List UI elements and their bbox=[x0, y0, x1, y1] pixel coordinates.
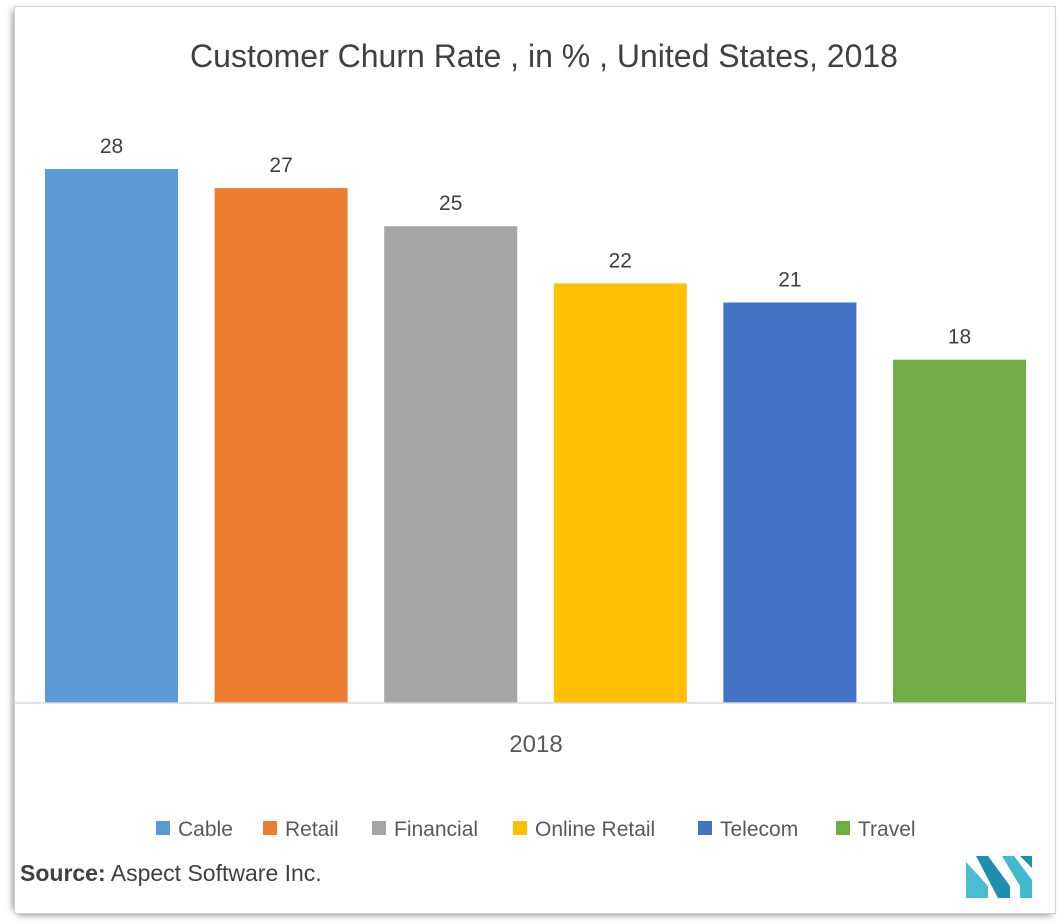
legend-label: Travel bbox=[858, 818, 916, 841]
legend-swatch bbox=[513, 821, 527, 835]
bar-financial bbox=[384, 226, 518, 703]
bars-group bbox=[45, 169, 1026, 704]
mordor-logo-icon bbox=[966, 856, 1032, 898]
legend-label: Online Retail bbox=[535, 818, 655, 841]
legend-label: Financial bbox=[394, 818, 478, 841]
value-label-financial: 25 bbox=[439, 192, 462, 215]
legend-swatch bbox=[836, 821, 850, 835]
source-label: Source: bbox=[20, 860, 106, 886]
value-label-telecom: 21 bbox=[778, 269, 801, 292]
bar-online-retail bbox=[553, 283, 687, 703]
bar-retail bbox=[214, 188, 348, 704]
source-note: Source: Aspect Software Inc. bbox=[20, 860, 322, 887]
legend: Cable Retail Financial Online Retail Telecom… bbox=[156, 818, 916, 841]
chart-title: Customer Churn Rate , in % , United Stat… bbox=[190, 38, 898, 74]
value-label-travel: 18 bbox=[948, 326, 971, 349]
legend-item-online-retail: Online Retail bbox=[513, 818, 655, 841]
legend-item-retail: Retail bbox=[263, 818, 339, 841]
value-label-retail: 27 bbox=[269, 154, 292, 177]
legend-item-telecom: Telecom bbox=[698, 818, 798, 841]
legend-item-financial: Financial bbox=[372, 818, 478, 841]
legend-swatch bbox=[372, 821, 386, 835]
bar-cable bbox=[45, 169, 178, 703]
legend-swatch bbox=[698, 821, 712, 835]
legend-label: Retail bbox=[285, 818, 339, 841]
legend-item-cable: Cable bbox=[156, 818, 233, 841]
legend-item-travel: Travel bbox=[836, 818, 916, 841]
value-label-cable: 28 bbox=[100, 135, 123, 158]
bar-travel bbox=[893, 359, 1026, 703]
value-labels-group: 28 27 25 22 21 18 bbox=[100, 135, 971, 349]
legend-label: Cable bbox=[178, 818, 233, 841]
bar-telecom bbox=[723, 302, 857, 703]
legend-label: Telecom bbox=[720, 818, 798, 841]
x-category-label: 2018 bbox=[509, 731, 562, 758]
chart-frame bbox=[14, 6, 1056, 914]
value-label-online-retail: 22 bbox=[609, 249, 632, 272]
legend-swatch bbox=[263, 821, 277, 835]
source-text: Aspect Software Inc. bbox=[105, 860, 322, 886]
legend-swatch bbox=[156, 821, 170, 835]
